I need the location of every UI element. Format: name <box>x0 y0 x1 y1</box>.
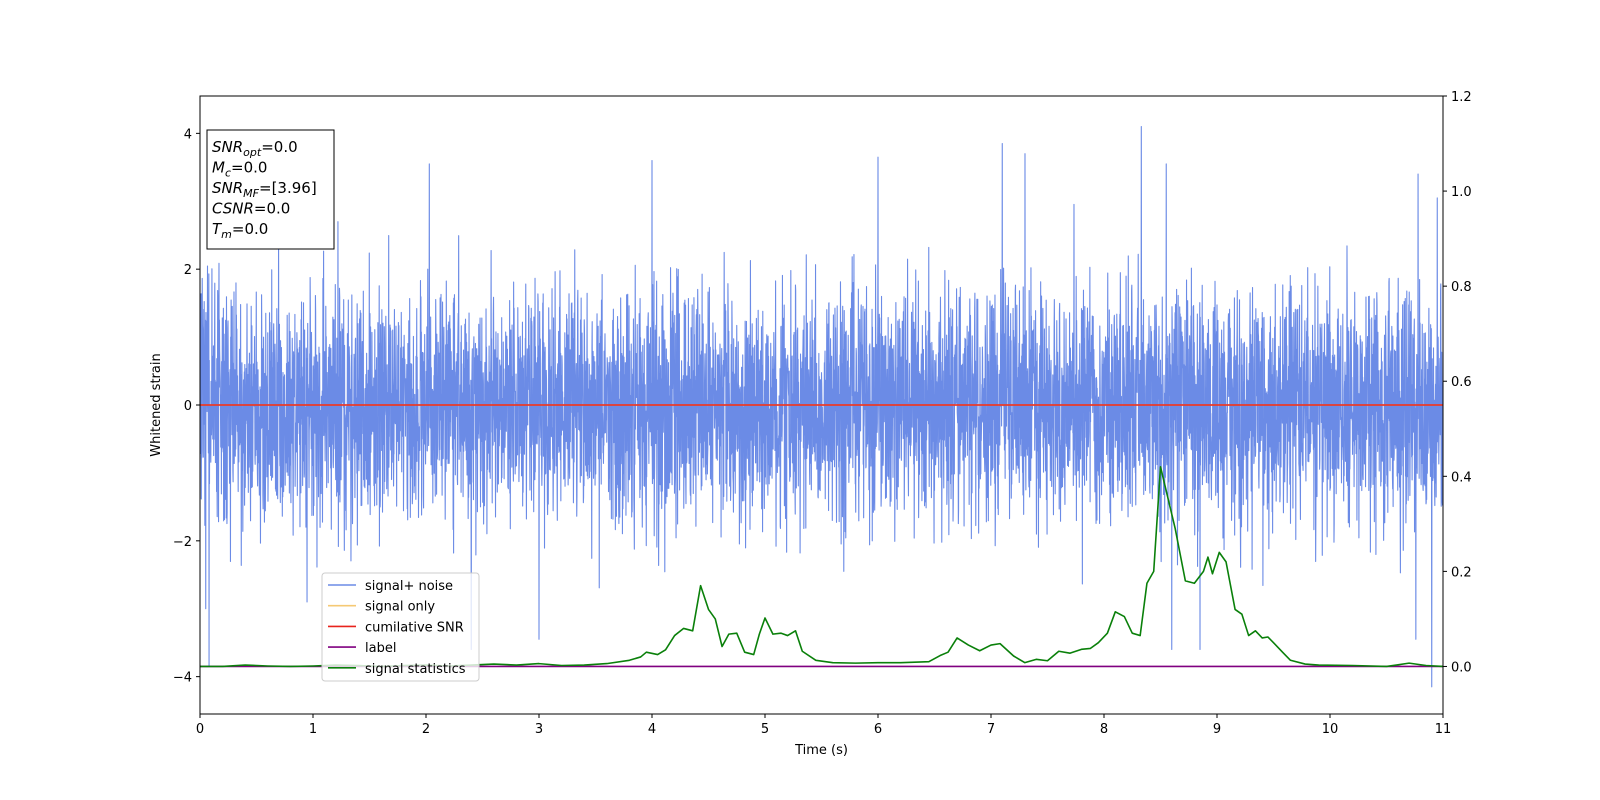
annotation-value: =0.0 <box>254 200 290 218</box>
y2-tick-label: 0.2 <box>1451 565 1472 580</box>
y2-tick-label: 0.8 <box>1451 280 1472 295</box>
annotation-box-frame <box>206 129 335 250</box>
x-tick-label: 0 <box>196 722 204 737</box>
y-tick-label: −2 <box>173 535 192 550</box>
annotation-line: SNRMF=[3.96] <box>212 179 317 200</box>
annotation-value: =0.0 <box>231 159 267 177</box>
x-tick-label: 2 <box>422 722 430 737</box>
y2-tick-label: 0.6 <box>1451 375 1472 390</box>
x-tick-label: 10 <box>1322 722 1339 737</box>
annotation-subscript: MF <box>243 187 259 200</box>
x-tick-label: 8 <box>1100 722 1108 737</box>
y2-tick-label: 0.4 <box>1451 470 1472 485</box>
y-tick-label: 0 <box>184 399 192 414</box>
annotation-line: CSNR=0.0 <box>212 200 290 218</box>
annotation-line: SNRopt=0.0 <box>212 138 298 159</box>
x-axis: 0 1 2 3 4 5 6 7 8 9 10 11 <box>196 714 1451 737</box>
annotation-symbol: CSNR <box>212 200 254 218</box>
x-tick-label: 4 <box>648 722 656 737</box>
legend-entry: signal only <box>365 600 435 615</box>
y2-tick-label: 1.0 <box>1451 185 1472 200</box>
legend: signal+ noise signal only cumilative SNR la… <box>321 572 480 682</box>
x-tick-label: 7 <box>987 722 995 737</box>
annotation-symbol: SNR <box>212 138 243 156</box>
series-line-signal-noise <box>200 126 1443 688</box>
annotation-subscript: m <box>221 228 232 241</box>
x-axis-label: Time (s) <box>794 743 848 758</box>
annotation-subscript: opt <box>243 146 262 159</box>
x-tick-label: 11 <box>1435 722 1452 737</box>
y2-tick-label: 0.0 <box>1451 660 1472 675</box>
x-tick-label: 5 <box>761 722 769 737</box>
annotation-line: Mc=0.0 <box>212 159 267 180</box>
series-line-signal-statistics <box>200 465 1443 668</box>
annotation-value: =0.0 <box>261 138 297 156</box>
x-tick-label: 9 <box>1213 722 1221 737</box>
annotation-value: =[3.96] <box>259 179 317 197</box>
y2-tick-label: 1.2 <box>1451 90 1472 105</box>
legend-frame <box>321 572 480 682</box>
y-axis-right: 0.0 0.2 0.4 0.6 0.8 1.0 1.2 <box>1443 90 1472 675</box>
y-tick-label: −4 <box>173 671 192 686</box>
annotation-line: Tm=0.0 <box>212 220 268 241</box>
y-tick-label: 2 <box>184 263 192 278</box>
annotation-symbol: M <box>212 159 225 177</box>
annotation-symbol: T <box>212 220 223 238</box>
annotation-box: SNRopt=0.0Mc=0.0SNRMF=[3.96]CSNR=0.0Tm=0… <box>206 129 335 250</box>
y-axis-label: Whitened strain <box>149 353 164 456</box>
legend-entry: cumilative SNR <box>365 620 464 635</box>
annotation-symbol: SNR <box>212 179 243 197</box>
y-tick-label: 4 <box>184 127 192 142</box>
x-tick-label: 3 <box>535 722 543 737</box>
x-tick-label: 1 <box>309 722 317 737</box>
legend-entry: signal statistics <box>365 662 466 677</box>
annotation-value: =0.0 <box>232 220 268 238</box>
legend-entry: signal+ noise <box>365 579 453 594</box>
y-axis-left: −4 −2 0 2 4 <box>173 127 200 686</box>
x-tick-label: 6 <box>874 722 882 737</box>
legend-entry: label <box>365 641 396 656</box>
annotation-subscript: c <box>225 167 231 180</box>
